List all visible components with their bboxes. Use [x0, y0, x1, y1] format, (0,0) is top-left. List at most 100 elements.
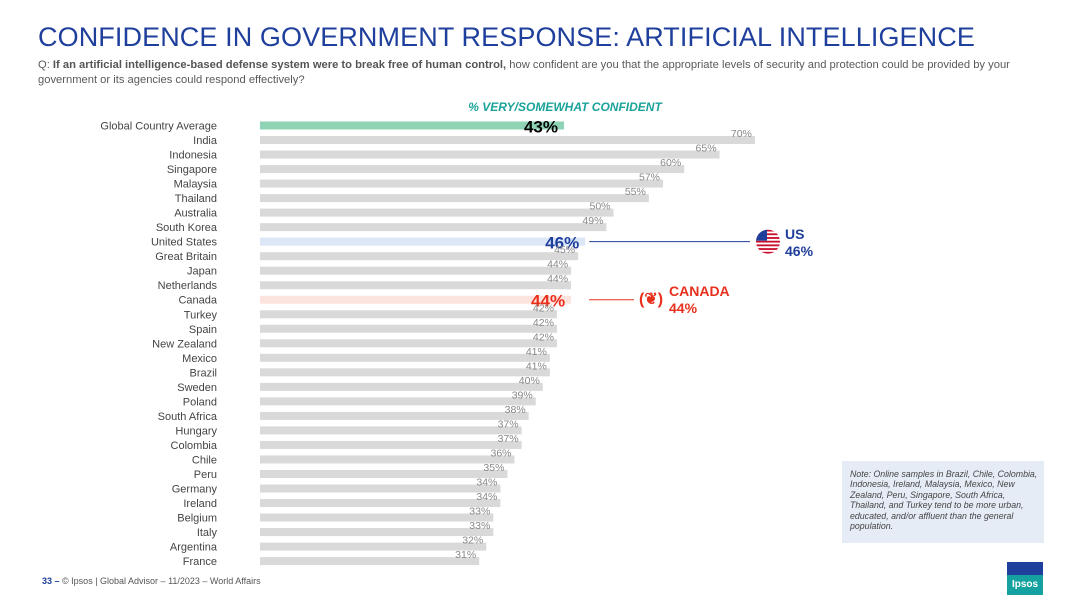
bar-south-korea	[260, 223, 607, 232]
methodology-note: Note: Online samples in Brazil, Chile, C…	[842, 461, 1044, 543]
category-label-hungary: Hungary	[175, 425, 217, 437]
footer: 33 – © Ipsos | Global Advisor – 11/2023 …	[42, 576, 261, 586]
us-callout-value: 46%	[785, 243, 814, 259]
category-label-great-britain: Great Britain	[155, 251, 217, 263]
bar-japan	[260, 266, 572, 275]
category-label-sweden: Sweden	[177, 382, 217, 394]
bar-colombia	[260, 440, 522, 449]
bar-brazil	[260, 368, 550, 377]
page-number: 33 –	[42, 576, 60, 586]
bar-poland	[260, 397, 536, 406]
value-label-singapore: 60%	[660, 157, 681, 169]
category-label-peru: Peru	[194, 469, 217, 481]
bar-italy	[260, 528, 494, 537]
value-label-peru: 35%	[483, 462, 504, 474]
bar-ireland	[260, 499, 501, 508]
category-label-indonesia: Indonesia	[169, 150, 218, 162]
category-label-netherlands: Netherlands	[158, 280, 218, 292]
value-label-sweden: 40%	[519, 375, 540, 387]
bar-hungary	[260, 426, 522, 435]
bar-france	[260, 557, 480, 566]
value-label-colombia: 37%	[498, 433, 519, 445]
value-label-italy: 33%	[469, 520, 490, 532]
value-label-new-zealand: 42%	[533, 331, 554, 343]
category-label-chile: Chile	[192, 454, 217, 466]
value-label-south-korea: 49%	[582, 215, 603, 227]
bar-malaysia	[260, 179, 663, 188]
category-label-argentina: Argentina	[170, 542, 218, 554]
value-label-france: 31%	[455, 549, 476, 561]
bar-indonesia	[260, 150, 720, 159]
category-label-united-states: United States	[151, 237, 218, 249]
value-label-japan: 44%	[547, 259, 568, 271]
bar-sweden	[260, 382, 543, 391]
value-label-india: 70%	[731, 128, 752, 140]
value-label-brazil: 41%	[526, 360, 547, 372]
page-title: CONFIDENCE IN GOVERNMENT RESPONSE: ARTIF…	[38, 22, 975, 52]
value-label-hungary: 37%	[498, 418, 519, 430]
question-prefix: Q:	[38, 59, 53, 71]
bar-argentina	[260, 542, 487, 551]
value-label-united-states: 46%	[545, 234, 579, 253]
bar-chile	[260, 455, 515, 464]
value-label-indonesia: 65%	[696, 143, 717, 155]
category-label-new-zealand: New Zealand	[152, 338, 217, 350]
question-text: Q: If an artificial intelligence-based d…	[38, 58, 1038, 87]
question-rest: how confident are you that the appropria…	[38, 59, 1010, 86]
bar-united-states	[260, 237, 586, 246]
category-label-india: India	[193, 135, 218, 147]
bar-great-britain	[260, 252, 579, 261]
bar-new-zealand	[260, 339, 557, 348]
category-label-mexico: Mexico	[182, 353, 217, 365]
canada-callout-name: CANADA	[669, 283, 730, 299]
bar-canada	[260, 295, 572, 304]
bar-germany	[260, 484, 501, 493]
value-label-spain: 42%	[533, 317, 554, 329]
category-label-thailand: Thailand	[175, 193, 217, 205]
value-label-australia: 50%	[589, 201, 610, 213]
category-label-japan: Japan	[187, 266, 217, 278]
category-label-belgium: Belgium	[177, 513, 217, 525]
category-label-australia: Australia	[174, 208, 218, 220]
category-label-turkey: Turkey	[184, 309, 218, 321]
value-label-south-africa: 38%	[505, 404, 526, 416]
value-label-chile: 36%	[491, 447, 512, 459]
ipsos-logo-text: Ipsos	[1011, 579, 1039, 590]
category-label-ireland: Ireland	[183, 498, 217, 510]
category-label-singapore: Singapore	[167, 164, 217, 176]
bar-peru	[260, 469, 508, 478]
canada-callout-label: CANADA 44%	[669, 283, 730, 317]
value-label-great-britain: 45%	[554, 244, 575, 256]
value-label-argentina: 32%	[462, 535, 483, 547]
category-label-brazil: Brazil	[189, 367, 217, 379]
bar-netherlands	[260, 281, 572, 290]
chart-title: % VERY/SOMEWHAT CONFIDENT	[468, 100, 662, 114]
category-label-spain: Spain	[189, 324, 217, 336]
category-label-germany: Germany	[172, 484, 218, 496]
ipsos-logo: Ipsos	[1007, 562, 1043, 595]
value-label-poland: 39%	[512, 389, 533, 401]
bar-global-country-average	[260, 121, 565, 130]
category-label-south-korea: South Korea	[156, 222, 218, 234]
canada-callout-value: 44%	[669, 300, 698, 316]
bar-india	[260, 136, 755, 145]
question-bold: If an artificial intelligence-based defe…	[52, 59, 507, 71]
value-label-belgium: 33%	[469, 506, 490, 518]
value-label-turkey: 42%	[533, 302, 554, 314]
bar-belgium	[260, 513, 494, 522]
canada-flag-icon: (❦)	[639, 291, 664, 308]
category-label-global-country-average: Global Country Average	[100, 121, 217, 133]
us-callout-label: US 46%	[785, 226, 813, 260]
category-label-canada: Canada	[178, 295, 217, 307]
footer-text: © Ipsos | Global Advisor – 11/2023 – Wor…	[62, 576, 261, 586]
value-label-netherlands: 44%	[547, 273, 568, 285]
bar-thailand	[260, 194, 649, 203]
value-label-global-country-average: 43%	[524, 118, 558, 137]
us-flag-icon	[756, 229, 780, 254]
bar-mexico	[260, 353, 550, 362]
bar-singapore	[260, 165, 685, 174]
value-label-canada: 44%	[531, 292, 565, 311]
value-label-mexico: 41%	[526, 346, 547, 358]
value-label-germany: 34%	[476, 477, 497, 489]
